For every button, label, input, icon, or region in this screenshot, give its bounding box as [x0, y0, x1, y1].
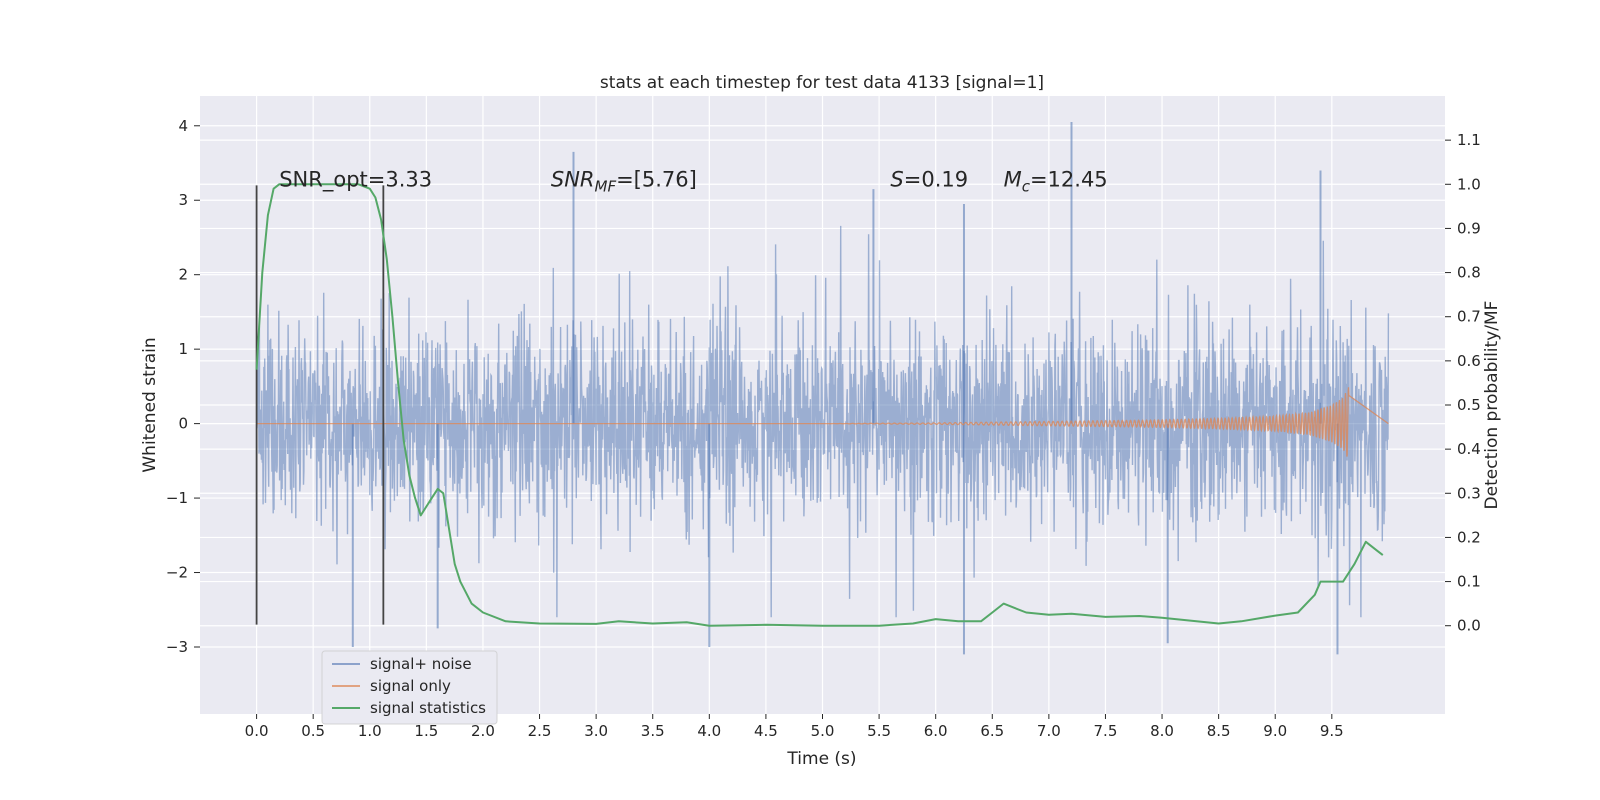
y2-tick-labels: 1.1 1.0 0.9 0.8 0.7 0.6 0.5 0.4 0.3 0.2 0.1 0.0: [1445, 131, 1481, 635]
x-tick-labels: 0.0 0.5 1.0 1.5 2.0 2.5 3.0 3.5 4.0 4.5 5.0 5.5 6.0 6…: [245, 714, 1344, 740]
x-tick-label: 1.5: [414, 722, 438, 740]
signal-statistics-line: [255, 183, 1384, 627]
y-tick-label: 2: [178, 266, 188, 284]
legend-entry: signal statistics: [370, 699, 486, 717]
signal-noise-series: [255, 122, 1390, 655]
y2-tick-label: 1.1: [1457, 131, 1481, 149]
y2-axis-label: Detection probability/MF: [1482, 301, 1502, 510]
y2-tick-label: 1.0: [1457, 175, 1481, 193]
x-tick-label: 7.5: [1094, 722, 1118, 740]
x-tick-label: 0.5: [301, 722, 325, 740]
x-tick-label: 1.0: [358, 722, 382, 740]
x-tick-label: 5.0: [811, 722, 835, 740]
annotation-label: S=0.19: [890, 167, 968, 191]
chart-title: stats at each timestep for test data 413…: [600, 73, 1044, 93]
x-tick-label: 8.0: [1150, 722, 1174, 740]
y2-tick-label: 0.7: [1457, 308, 1481, 326]
y-tick-label: 1: [178, 340, 188, 358]
annotation-label: SNR_opt=3.33: [279, 167, 432, 192]
y-tick-label: −1: [166, 489, 188, 507]
signal-only-series: [256, 387, 1389, 457]
annotations: SNR_opt=3.33 SNRMF=[5.76] S=0.19 Mc=12.45: [279, 167, 1107, 195]
x-tick-label: 4.0: [697, 722, 721, 740]
x-tick-label: 4.5: [754, 722, 778, 740]
legend-entry: signal only: [370, 677, 451, 695]
y-tick-label: −3: [166, 638, 188, 656]
y-tick-label: 4: [178, 117, 188, 135]
x-tick-label: 9.5: [1320, 722, 1344, 740]
annotation-label: Mc=12.45: [1004, 167, 1108, 195]
legend: signal+ noise signal only signal statistic…: [321, 650, 498, 725]
y2-tick-label: 0.9: [1457, 219, 1481, 237]
x-tick-label: 7.0: [1037, 722, 1061, 740]
y2-tick-label: 0.4: [1457, 440, 1481, 458]
y-tick-label: −2: [166, 564, 188, 582]
y-tick-labels: 4 3 2 1 0 −1 −2 −3: [166, 117, 200, 656]
y2-tick-label: 0.1: [1457, 573, 1481, 591]
y2-tick-label: 0.5: [1457, 396, 1481, 414]
x-tick-label: 6.5: [980, 722, 1004, 740]
y2-tick-label: 0.2: [1457, 528, 1481, 546]
x-tick-label: 0.0: [245, 722, 269, 740]
x-tick-label: 6.0: [924, 722, 948, 740]
x-tick-label: 3.0: [584, 722, 608, 740]
legend-entry: signal+ noise: [370, 655, 472, 673]
y2-tick-label: 0.0: [1457, 617, 1481, 635]
signal-noise-line: [255, 225, 1390, 618]
y-tick-label: 3: [178, 191, 188, 209]
y2-tick-label: 0.3: [1457, 484, 1481, 502]
signal-statistics-series: [255, 183, 1384, 627]
legend-box: [321, 650, 498, 725]
x-tick-label: 8.5: [1207, 722, 1231, 740]
x-tick-label: 2.0: [471, 722, 495, 740]
annotation-label: SNRMF=[5.76]: [551, 167, 697, 195]
y-tick-label: 0: [178, 415, 188, 433]
y2-tick-label: 0.6: [1457, 352, 1481, 370]
window-markers: [255, 185, 385, 625]
y-axis-label: Whitened strain: [140, 337, 160, 472]
x-tick-label: 2.5: [528, 722, 552, 740]
x-tick-label: 9.0: [1263, 722, 1287, 740]
x-axis-label: Time (s): [786, 749, 856, 769]
y2-tick-label: 0.8: [1457, 264, 1481, 282]
x-tick-label: 5.5: [867, 722, 891, 740]
signal-only-line: [256, 387, 1389, 457]
x-tick-label: 3.5: [641, 722, 665, 740]
